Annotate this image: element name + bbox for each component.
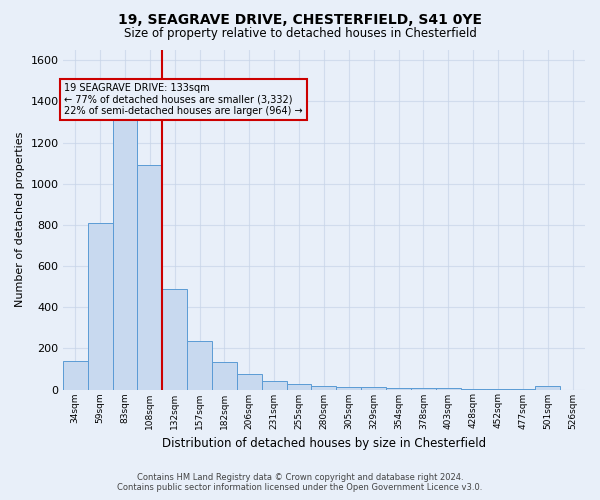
Bar	[212, 362, 237, 390]
Bar	[287, 384, 311, 390]
Text: 19, SEAGRAVE DRIVE, CHESTERFIELD, S41 0YE: 19, SEAGRAVE DRIVE, CHESTERFIELD, S41 0Y…	[118, 12, 482, 26]
Text: Size of property relative to detached houses in Chesterfield: Size of property relative to detached ho…	[124, 28, 476, 40]
Bar	[137, 165, 163, 390]
Bar	[163, 288, 187, 390]
Bar	[337, 388, 361, 390]
Bar	[237, 374, 262, 390]
Y-axis label: Number of detached properties: Number of detached properties	[15, 132, 25, 308]
Bar	[113, 120, 137, 390]
X-axis label: Distribution of detached houses by size in Chesterfield: Distribution of detached houses by size …	[162, 437, 486, 450]
Bar	[535, 386, 560, 390]
Bar	[262, 382, 287, 390]
Bar	[411, 388, 436, 390]
Bar	[461, 389, 485, 390]
Bar	[361, 388, 386, 390]
Bar	[485, 389, 511, 390]
Bar	[311, 386, 337, 390]
Bar	[386, 388, 411, 390]
Bar	[436, 388, 461, 390]
Bar	[187, 341, 212, 390]
Text: 19 SEAGRAVE DRIVE: 133sqm
← 77% of detached houses are smaller (3,332)
22% of se: 19 SEAGRAVE DRIVE: 133sqm ← 77% of detac…	[64, 83, 303, 116]
Bar	[88, 223, 113, 390]
Text: Contains HM Land Registry data © Crown copyright and database right 2024.
Contai: Contains HM Land Registry data © Crown c…	[118, 473, 482, 492]
Bar	[63, 360, 88, 390]
